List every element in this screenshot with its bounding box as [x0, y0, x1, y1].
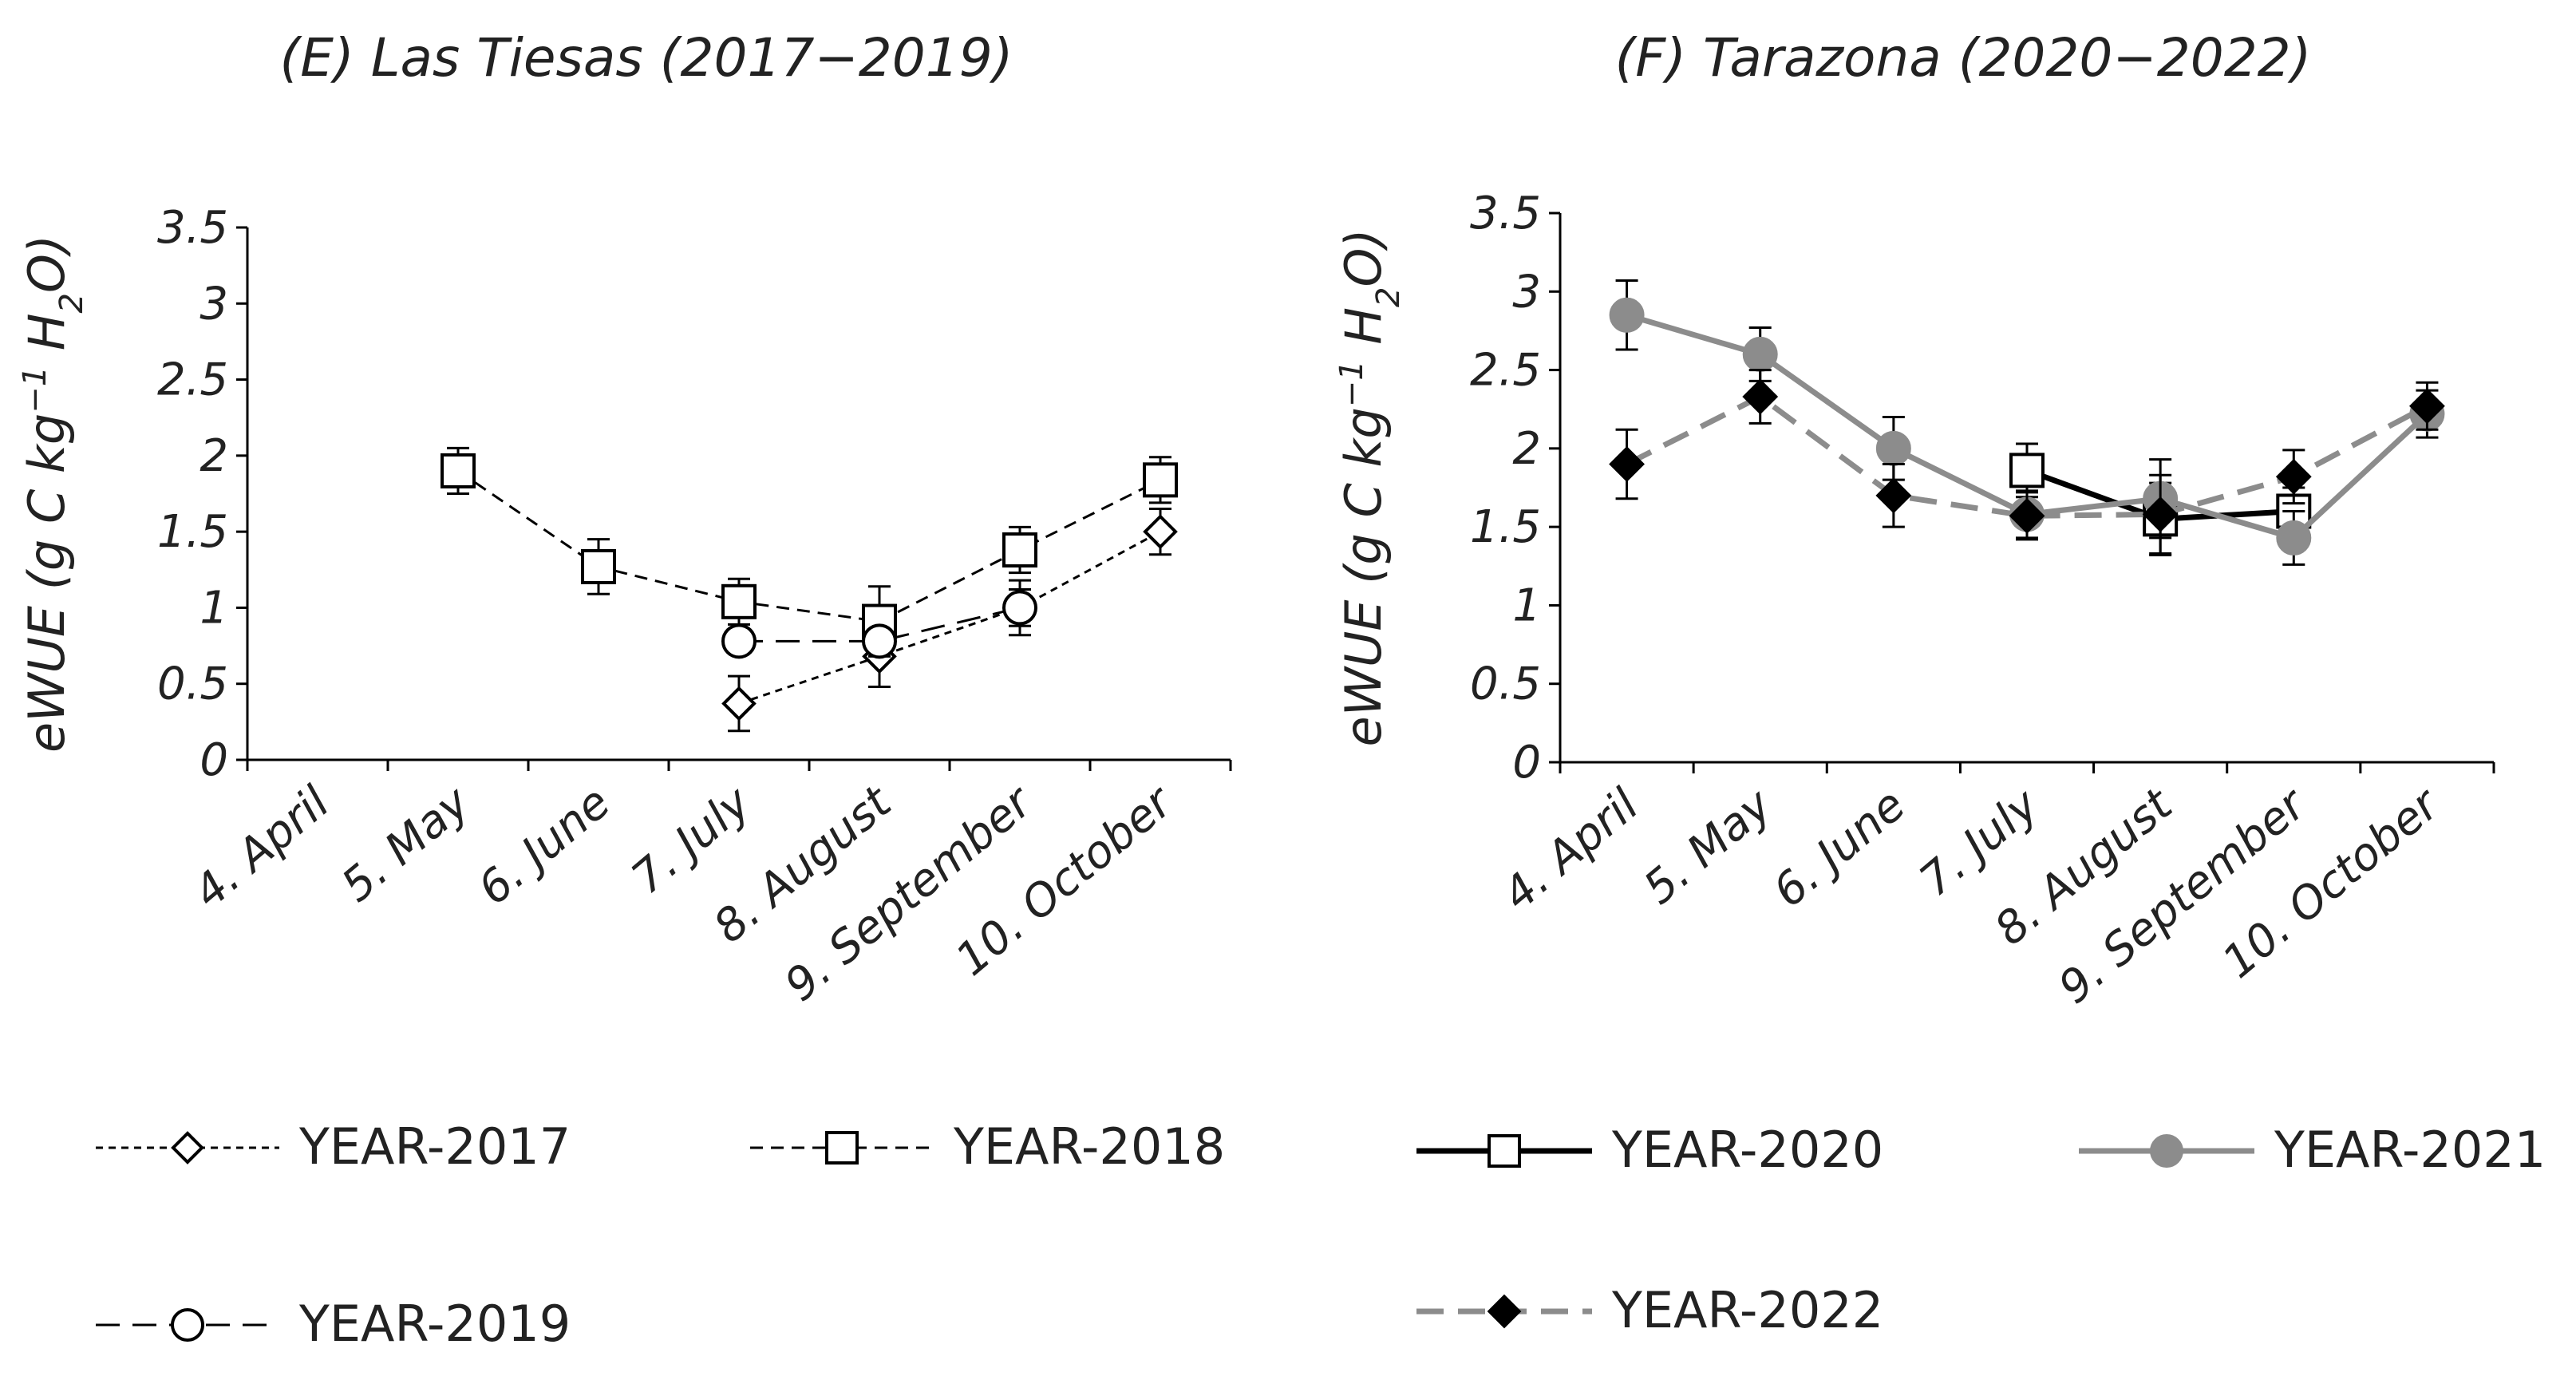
data-point	[1742, 378, 1779, 415]
legend-entry-year-2021: YEAR-2021	[2079, 1121, 2546, 1179]
y-axis-label: eWUE (g C kg−1 H2O)	[17, 235, 90, 753]
data-point	[2275, 458, 2312, 495]
legend-label: YEAR-2021	[2274, 1121, 2546, 1179]
y-axis-label-superscript: −1	[1333, 360, 1370, 407]
data-point	[2009, 453, 2045, 488]
y-tick-label: 2.5	[157, 354, 228, 406]
y-tick-label: 0	[1512, 737, 1541, 789]
x-tick-label: 4. April	[184, 777, 340, 919]
y-axis-label-subscript: 2	[53, 293, 90, 313]
legend-label: YEAR-2022	[1611, 1281, 1883, 1339]
series-year-2022	[1609, 369, 2445, 556]
y-tick-label: 3	[200, 278, 228, 330]
x-tick-label: 4. April	[1493, 779, 1649, 921]
y-axis-label: eWUE (g C kg−1 H2O)	[1333, 229, 1407, 747]
y-tick-label: 1	[1512, 579, 1541, 631]
legend-tarazona: YEAR-2020 YEAR-2021 YEAR-2022	[1416, 1121, 2546, 1339]
series-line	[739, 606, 1021, 643]
data-point	[1002, 532, 1037, 568]
data-point	[1002, 590, 1037, 626]
y-tick-label: 1.5	[157, 506, 228, 558]
data-point	[2009, 497, 2045, 534]
series-year-2018	[441, 446, 1178, 658]
x-tick-label: 9. September	[776, 775, 1044, 1011]
legend-label: YEAR-2019	[298, 1295, 571, 1353]
legend-las-tiesas: YEAR-2017 YEAR-2018 YEAR-2019	[96, 1117, 1225, 1353]
legend-label: YEAR-2020	[1611, 1121, 1883, 1179]
y-tick-label: 2.5	[1470, 345, 1541, 397]
legend-marker	[1487, 1294, 1522, 1329]
y-axis-label-part: eWUE (g C kg	[1334, 407, 1393, 746]
legend-marker	[171, 1131, 204, 1165]
data-point	[862, 623, 897, 659]
series-line	[738, 530, 1161, 705]
x-tick-label: 6. June	[468, 777, 620, 915]
legend-label: YEAR-2017	[298, 1117, 571, 1176]
data-point	[2276, 520, 2312, 556]
data-point	[1143, 514, 1178, 549]
y-axis-label-superscript: −1	[17, 366, 53, 413]
legend-label: YEAR-2018	[953, 1117, 1225, 1176]
x-tick-label: 5. May	[332, 776, 480, 912]
series-year-2017	[721, 508, 1178, 733]
y-tick-label: 3.5	[157, 202, 228, 254]
legend-entry-year-2018: YEAR-2018	[750, 1117, 1225, 1176]
legend-marker	[2150, 1134, 2183, 1168]
y-tick-label: 3.5	[1470, 188, 1541, 239]
data-point	[1742, 336, 1778, 372]
y-axis-label-part: O)	[18, 235, 76, 293]
series-year-2019	[721, 588, 1037, 659]
data-point	[721, 623, 757, 659]
chart-title: (F) Tarazona (2020−2022)	[1615, 27, 2312, 89]
data-point	[1609, 297, 1645, 333]
panel-tarazona: (F) Tarazona (2020−2022) eWUE (g C kg−1 H…	[1333, 27, 2495, 1014]
data-point	[1875, 430, 1911, 466]
chart-title: (E) Las Tiesas (2017−2019)	[280, 27, 1013, 89]
legend-marker	[825, 1131, 859, 1165]
y-axis-label-part: H	[1334, 307, 1393, 360]
data-point	[1609, 446, 1645, 482]
series-line	[457, 469, 1161, 623]
data-point	[1143, 462, 1178, 498]
data-point	[721, 686, 757, 722]
y-axis-label-part: eWUE (g C kg	[18, 413, 76, 753]
data-point	[441, 453, 476, 488]
y-axis-label-subscript: 2	[1370, 287, 1407, 307]
data-point	[2142, 496, 2179, 532]
y-tick-label: 0.5	[1470, 658, 1541, 710]
panel-las-tiesas: (E) Las Tiesas (2017−2019) eWUE (g C kg−1…	[17, 27, 1232, 1011]
legend-marker	[171, 1308, 204, 1342]
data-point	[2409, 388, 2445, 425]
y-tick-label: 2	[200, 430, 228, 482]
y-tick-label: 2	[1512, 423, 1541, 475]
legend-entry-year-2020: YEAR-2020	[1416, 1121, 1883, 1179]
legend-entry-year-2019: YEAR-2019	[96, 1295, 571, 1353]
y-tick-label: 0.5	[157, 658, 228, 710]
y-axis-label-part: O)	[1334, 229, 1393, 287]
x-tick-label: 6. June	[1764, 779, 1915, 918]
y-tick-label: 3	[1512, 266, 1541, 318]
data-point	[581, 548, 616, 584]
data-point	[721, 583, 757, 619]
y-axis-label-part: H	[18, 313, 76, 366]
y-tick-label: 1.5	[1470, 501, 1541, 553]
x-tick-label: 5. May	[1634, 778, 1783, 915]
y-tick-label: 0	[200, 734, 228, 786]
legend-entry-year-2017: YEAR-2017	[96, 1117, 571, 1176]
data-point	[1875, 477, 1912, 514]
legend-entry-year-2022: YEAR-2022	[1416, 1281, 1883, 1339]
legend-marker	[1488, 1134, 1521, 1168]
y-tick-label: 1	[200, 582, 228, 634]
